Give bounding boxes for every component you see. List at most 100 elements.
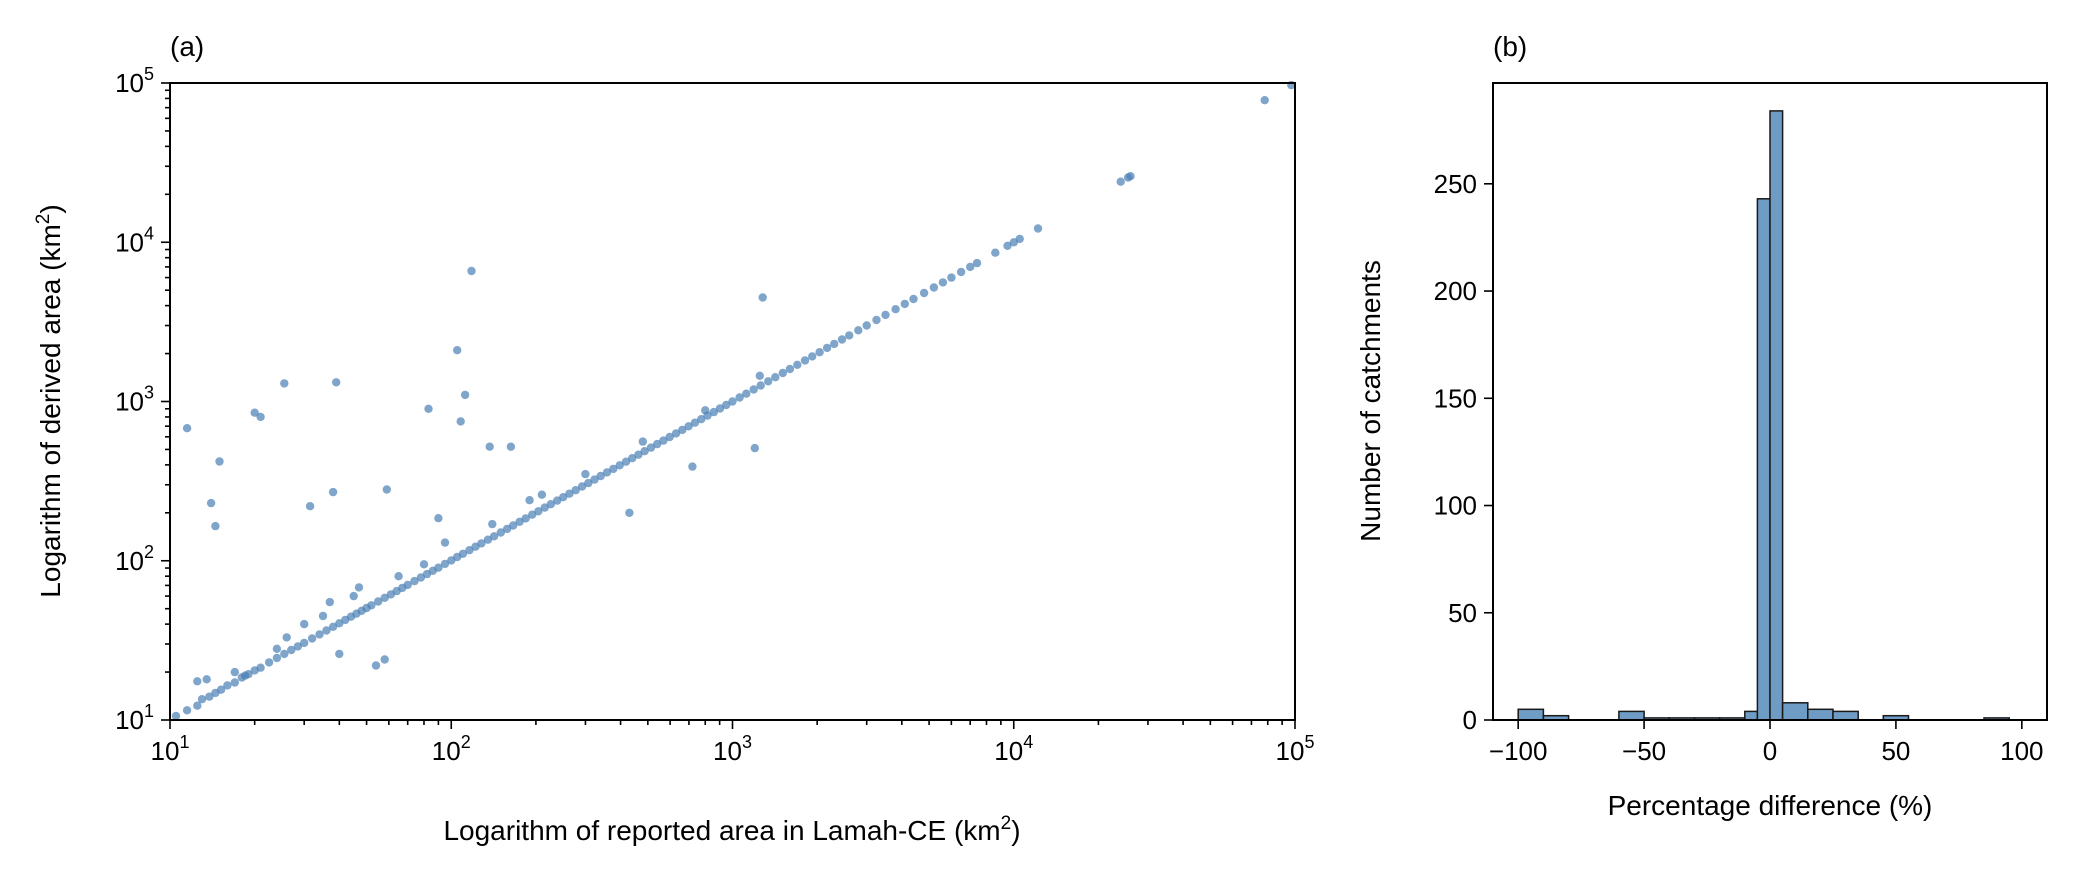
scatter-point	[1033, 224, 1043, 233]
scatter-point	[318, 611, 328, 621]
scatter-point	[929, 283, 939, 292]
hist-y-tick-label: 0	[1463, 705, 1477, 735]
scatter-point	[659, 436, 668, 445]
histogram-bar	[1756, 198, 1771, 721]
scatter-point	[250, 408, 259, 417]
scatter-point	[264, 658, 274, 667]
histogram-x-axis-label: Percentage difference (%)	[1608, 790, 1933, 821]
scatter-point	[756, 381, 765, 390]
y-tick-label: 104	[115, 223, 154, 257]
scatter-point	[410, 576, 419, 586]
scatter-point	[440, 538, 450, 547]
scatter-point	[458, 549, 468, 558]
scatter-point	[215, 457, 224, 466]
scatter-point	[750, 443, 759, 453]
histogram-bar	[1769, 110, 1784, 721]
scatter-point	[845, 331, 854, 340]
scatter-point	[403, 580, 412, 590]
scatter-point	[640, 447, 649, 456]
scatter-point	[332, 378, 341, 387]
scatter-y-axis-label: Logarithm of derived area (km2)	[33, 204, 66, 597]
scatter-point	[785, 364, 795, 374]
scatter-point	[646, 443, 656, 452]
scatter-point	[205, 692, 214, 701]
scatter-point	[477, 539, 486, 548]
scatter-point	[546, 500, 555, 509]
scatter-point	[380, 593, 389, 602]
scatter-point	[540, 503, 549, 512]
hist-x-tick-label: −100	[1489, 736, 1548, 766]
histogram-y-axis-label: Number of catchments	[1355, 260, 1386, 542]
scatter-point	[171, 711, 181, 721]
scatter-point	[653, 439, 662, 449]
scatter-point	[621, 457, 631, 466]
scatter-point	[496, 528, 505, 537]
scatter-point	[216, 685, 226, 694]
scatter-point	[881, 310, 890, 320]
scatter-point	[701, 406, 710, 415]
histogram-bar	[1618, 710, 1645, 721]
scatter-point	[684, 422, 693, 431]
scatter-point	[300, 619, 309, 629]
scatter-point	[256, 663, 265, 672]
scatter-point	[822, 343, 832, 353]
scatter-point	[919, 288, 929, 298]
scatter-point	[525, 496, 534, 505]
scatter-point	[665, 432, 674, 442]
scatter-point	[1260, 96, 1269, 105]
scatter-point	[394, 572, 403, 581]
scatter-point	[223, 681, 232, 690]
scatter-point	[1116, 177, 1125, 186]
x-tick-label: 105	[1276, 732, 1315, 766]
hist-x-tick-label: −50	[1622, 736, 1666, 766]
x-tick-label: 101	[151, 732, 190, 766]
scatter-point	[609, 464, 618, 474]
scatter-point	[862, 321, 871, 330]
scatter-point	[382, 485, 391, 494]
scatter-point	[506, 442, 516, 451]
scatter-point	[211, 521, 220, 531]
scatter-point	[808, 352, 817, 361]
scatter-point	[440, 559, 450, 569]
histogram-bar	[1807, 708, 1834, 721]
scatter-point	[434, 514, 443, 523]
scatter-point	[956, 267, 966, 277]
scatter-point	[305, 502, 315, 511]
hist-y-tick-label: 100	[1434, 491, 1477, 521]
scatter-point	[419, 560, 429, 569]
x-tick-label: 102	[432, 732, 471, 766]
scatter-point	[488, 519, 497, 529]
scatter-point	[456, 417, 465, 426]
scatter-point	[230, 678, 239, 687]
scatter-point	[300, 638, 309, 648]
scatter-point	[534, 507, 543, 516]
hist-y-tick-label: 150	[1434, 383, 1477, 413]
hist-y-tick-label: 200	[1434, 276, 1477, 306]
scatter-point	[272, 644, 282, 653]
scatter-point	[282, 633, 291, 642]
scatter-frame	[169, 82, 1296, 721]
scatter-point	[424, 404, 433, 413]
scatter-point	[596, 471, 605, 481]
scatter-point	[307, 634, 317, 643]
hist-y-tick-label: 250	[1434, 169, 1477, 199]
hist-x-tick-label: 100	[2000, 736, 2043, 766]
scatter-point	[709, 407, 718, 417]
histogram-plot-area	[1517, 110, 2010, 721]
scatter-point	[972, 258, 982, 268]
scatter-point	[460, 390, 470, 400]
scatter-point	[715, 404, 725, 413]
scatter-point	[830, 339, 839, 349]
scatter-point	[280, 649, 289, 659]
scatter-point	[590, 475, 599, 484]
scatter-point	[854, 326, 863, 335]
scatter-point	[793, 360, 802, 369]
scatter-point	[509, 521, 518, 530]
panel-a: (a) 101 102 103 104 105 101 102 103 104 105 Logar…	[33, 31, 1314, 846]
scatter-point	[193, 701, 202, 710]
scatter-axes: 101 102 103 104 105 101 102 103 104 105	[115, 64, 1314, 766]
histogram-bar	[1832, 710, 1859, 721]
scatter-point	[938, 278, 948, 287]
histogram-axes: −100 −50 0 50 100 0 50 100 150 200 250	[1434, 169, 2044, 766]
scatter-point	[272, 653, 282, 663]
